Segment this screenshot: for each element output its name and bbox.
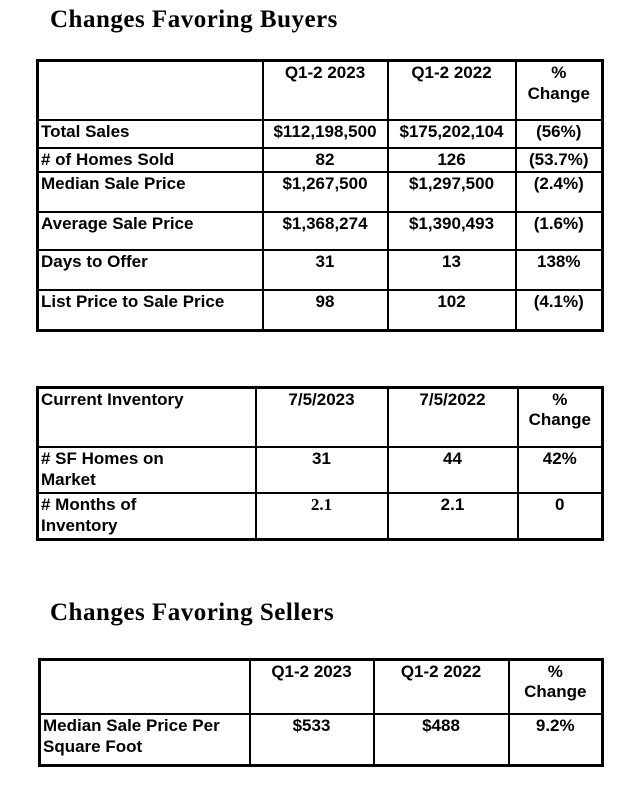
header-row: Q1-2 2023 Q1-2 2022% Change: [38, 658, 604, 716]
column-header: % Change: [514, 59, 604, 121]
row-label: Average Sale Price: [36, 211, 264, 252]
cell-value: (1.6%): [514, 211, 604, 252]
column-header: % Change: [507, 658, 604, 716]
table-row: Total Sales $112,198,500 $175,202,104 (56%): [36, 118, 604, 149]
cell-value: (56%): [514, 118, 604, 149]
sellers-stats-table: Q1-2 2023 Q1-2 2022% Change Median Sale Pri…: [38, 657, 604, 767]
table-row: List Price to Sale Price 98 102 (4.1%): [36, 289, 604, 332]
cell-value: $1,368,274: [261, 211, 389, 252]
table-row: # SF Homes on Market 31 44 42%: [36, 446, 604, 495]
column-header: 7/5/2022: [386, 386, 519, 449]
column-header: % Change: [516, 386, 604, 449]
table-row: # Months of Inventory 2.1 2.1 0: [36, 492, 604, 541]
table-row: # of Homes Sold 82 126 (53.7%): [36, 146, 604, 174]
column-header: Q1-2 2022: [372, 658, 510, 716]
cell-value: 44: [386, 446, 519, 495]
cell-value: 138%: [514, 249, 604, 292]
row-label-header: [36, 59, 264, 121]
row-label: Median Sale Price: [36, 171, 264, 214]
cell-value: 2.1: [254, 492, 389, 541]
table-row: Median Sale Price Per Square Foot $533 $488…: [38, 713, 604, 767]
cell-value: (4.1%): [514, 289, 604, 332]
row-label-header: Current Inventory: [36, 386, 257, 449]
row-label: Days to Offer: [36, 249, 264, 292]
header-row: Q1-2 2023 Q1-2 2022% Change: [36, 59, 604, 121]
cell-value: 9.2%: [507, 713, 604, 767]
column-header: Q1-2 2023: [248, 658, 375, 716]
row-label-header: [38, 658, 251, 716]
section-title-sellers: Changes Favoring Sellers: [50, 598, 335, 626]
cell-value: $488: [372, 713, 510, 767]
cell-value: 42%: [516, 446, 604, 495]
row-label: Median Sale Price Per Square Foot: [38, 713, 251, 767]
column-header: 7/5/2023: [254, 386, 389, 449]
table-row: Median Sale Price $1,267,500 $1,297,500 (2.…: [36, 171, 604, 214]
cell-value: 13: [386, 249, 517, 292]
row-label: # Months of Inventory: [36, 492, 257, 541]
cell-value: $1,390,493: [386, 211, 517, 252]
cell-value: 82: [261, 146, 389, 174]
buyers-stats-table: Q1-2 2023 Q1-2 2022% Change Total Sales $112…: [36, 59, 604, 332]
cell-value: 98: [261, 289, 389, 332]
cell-value: $112,198,500: [261, 118, 389, 149]
cell-value: 2.1: [386, 492, 519, 541]
row-label: List Price to Sale Price: [36, 289, 264, 332]
cell-value: 126: [386, 146, 517, 174]
section-title-buyers: Changes Favoring Buyers: [50, 6, 338, 33]
column-header: Q1-2 2022: [386, 59, 517, 121]
cell-value: 102: [386, 289, 517, 332]
report-page: Changes Favoring Buyers Q1-2 2023 Q1-2 20…: [0, 5, 643, 767]
row-label: # of Homes Sold: [36, 146, 264, 174]
header-row: Current Inventory 7/5/2023 7/5/2022% Change: [36, 386, 604, 449]
cell-value: $533: [248, 713, 375, 767]
cell-value: 31: [261, 249, 389, 292]
cell-value: 31: [254, 446, 389, 495]
cell-value: (53.7%): [514, 146, 604, 174]
table-row: Average Sale Price $1,368,274 $1,390,493 (1…: [36, 211, 604, 252]
cell-value: $175,202,104: [386, 118, 517, 149]
cell-value: $1,267,500: [261, 171, 389, 214]
cell-value: (2.4%): [514, 171, 604, 214]
row-label: # SF Homes on Market: [36, 446, 257, 495]
cell-value: 0: [516, 492, 604, 541]
table-row: Days to Offer 31 13 138%: [36, 249, 604, 292]
current-inventory-table: Current Inventory 7/5/2023 7/5/2022% Change…: [36, 385, 604, 541]
column-header: Q1-2 2023: [261, 59, 389, 121]
cell-value: $1,297,500: [386, 171, 517, 214]
row-label: Total Sales: [36, 118, 264, 149]
